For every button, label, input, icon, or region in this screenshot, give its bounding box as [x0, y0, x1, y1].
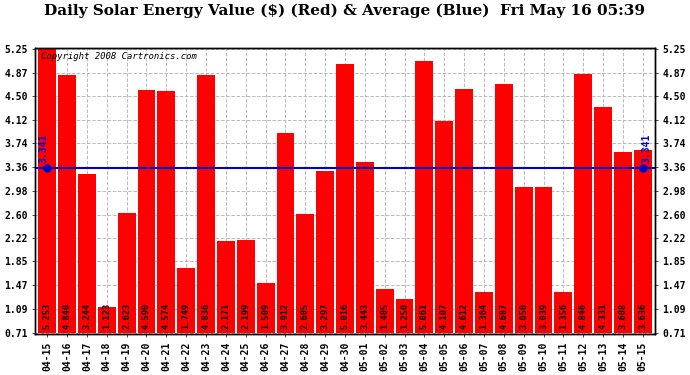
Text: 4.574: 4.574 [162, 303, 171, 330]
Bar [515, 186, 533, 333]
Bar [237, 240, 255, 333]
Bar [257, 283, 275, 333]
Text: 1.509: 1.509 [261, 303, 270, 330]
Text: 4.846: 4.846 [579, 303, 588, 330]
Text: 1.250: 1.250 [400, 303, 409, 330]
Text: 3.912: 3.912 [281, 303, 290, 330]
Text: 2.171: 2.171 [221, 303, 230, 330]
Text: Copyright 2008 Cartronics.com: Copyright 2008 Cartronics.com [41, 52, 197, 61]
Bar [574, 74, 592, 333]
Text: 3.244: 3.244 [82, 303, 91, 330]
Text: 4.590: 4.590 [142, 303, 151, 330]
Text: 4.840: 4.840 [63, 303, 72, 330]
Text: 3.050: 3.050 [519, 303, 528, 330]
Bar [415, 61, 433, 333]
Text: 5.061: 5.061 [420, 303, 429, 330]
Bar [137, 90, 155, 333]
Bar [217, 242, 235, 333]
Bar [197, 75, 215, 333]
Text: 5.253: 5.253 [43, 303, 52, 330]
Bar [356, 162, 374, 333]
Text: 5.016: 5.016 [340, 303, 350, 330]
Bar [58, 75, 76, 333]
Text: 3.636: 3.636 [638, 303, 647, 330]
Text: 2.623: 2.623 [122, 303, 131, 330]
Text: 1.405: 1.405 [380, 303, 389, 330]
Bar [475, 292, 493, 333]
Bar [118, 213, 135, 333]
Text: 1.749: 1.749 [181, 303, 190, 330]
Bar [297, 214, 314, 333]
Text: 3.341: 3.341 [642, 134, 652, 164]
Text: 3.297: 3.297 [321, 303, 330, 330]
Text: 3.341: 3.341 [38, 134, 48, 164]
Text: 1.364: 1.364 [480, 303, 489, 330]
Bar [495, 84, 513, 333]
Bar [535, 187, 553, 333]
Bar [38, 49, 56, 333]
Text: 3.443: 3.443 [360, 303, 369, 330]
Text: 1.123: 1.123 [102, 303, 111, 330]
Bar [614, 152, 632, 333]
Text: 3.608: 3.608 [618, 303, 627, 330]
Bar [455, 89, 473, 333]
Bar [78, 174, 96, 333]
Text: 4.836: 4.836 [201, 303, 210, 330]
Text: 2.199: 2.199 [241, 303, 250, 330]
Bar [376, 289, 393, 333]
Bar [435, 120, 453, 333]
Bar [316, 171, 334, 333]
Text: 4.687: 4.687 [500, 303, 509, 330]
Text: 4.107: 4.107 [440, 303, 449, 330]
Text: 4.612: 4.612 [460, 303, 469, 330]
Text: 2.605: 2.605 [301, 303, 310, 330]
Bar [277, 133, 295, 333]
Bar [177, 268, 195, 333]
Bar [157, 92, 175, 333]
Text: 1.356: 1.356 [559, 303, 568, 330]
Bar [634, 150, 652, 333]
Text: 3.039: 3.039 [539, 303, 548, 330]
Bar [395, 299, 413, 333]
Bar [98, 307, 116, 333]
Bar [555, 292, 572, 333]
Bar [594, 106, 612, 333]
Bar [336, 64, 354, 333]
Text: 4.331: 4.331 [599, 303, 608, 330]
Text: Daily Solar Energy Value ($) (Red) & Average (Blue)  Fri May 16 05:39: Daily Solar Energy Value ($) (Red) & Ave… [44, 4, 646, 18]
